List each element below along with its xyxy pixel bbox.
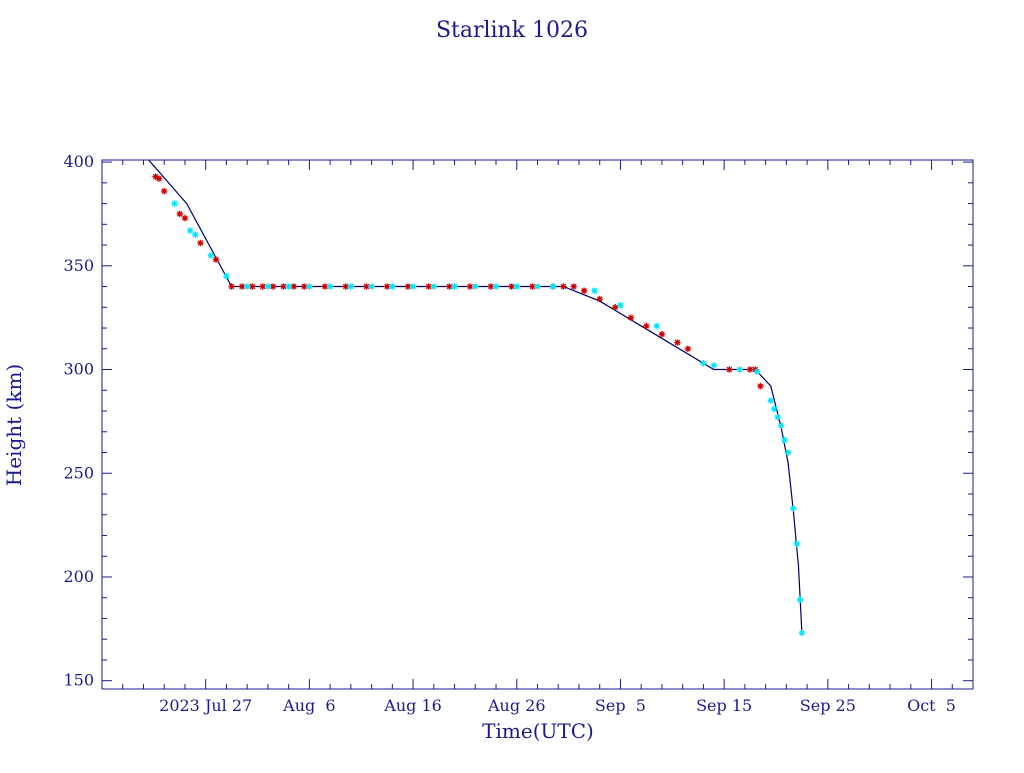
data-point-red [212, 256, 220, 263]
data-point-red [508, 283, 515, 290]
data-point-cyan [192, 231, 199, 238]
x-tick-label: 2023 Jul 27 [159, 696, 252, 715]
observation-markers [152, 173, 806, 637]
data-point-cyan [591, 287, 598, 294]
data-point-cyan [781, 436, 788, 444]
y-tick-label: 250 [63, 463, 94, 482]
data-point-cyan [326, 283, 334, 290]
data-point-red [580, 287, 588, 294]
y-tick-label: 150 [63, 671, 94, 690]
data-point-red [612, 304, 619, 311]
data-point-cyan [617, 302, 624, 309]
data-point-cyan [753, 368, 761, 375]
x-axis-label: Time(UTC) [482, 719, 594, 743]
y-tick-label: 200 [63, 567, 94, 586]
y-tick-label: 400 [63, 152, 94, 171]
data-point-red [466, 283, 474, 290]
data-point-cyan [798, 629, 806, 637]
data-point-cyan [513, 283, 520, 290]
data-point-cyan [285, 283, 292, 290]
data-point-cyan [243, 283, 251, 290]
x-tick-label: Aug 26 [487, 696, 546, 715]
data-point-cyan [409, 283, 417, 290]
axis-ticks [101, 160, 974, 689]
y-axis-label: Height (km) [2, 364, 26, 486]
data-point-red [176, 210, 183, 218]
data-point-cyan [472, 283, 479, 290]
data-point-red [570, 283, 577, 290]
data-point-cyan [767, 397, 775, 404]
data-point-red [658, 331, 666, 338]
data-point-cyan [451, 283, 458, 290]
data-point-cyan [736, 366, 743, 373]
data-point-cyan [430, 283, 438, 290]
data-point-red [560, 283, 567, 290]
axis-tick-labels: 150 200 250 300 350 400 2023 Jul 27 Aug 6 Aug 16… [63, 152, 956, 715]
data-point-cyan [492, 283, 500, 290]
data-point-red [181, 214, 189, 222]
x-tick-label: Sep 25 [800, 696, 856, 715]
data-point-red [161, 187, 168, 195]
data-point-cyan [347, 283, 355, 290]
data-point-cyan [777, 422, 785, 429]
x-tick-label: Sep 5 [595, 696, 646, 715]
data-point-cyan [790, 505, 797, 512]
y-tick-label: 300 [63, 360, 94, 379]
data-point-cyan [710, 362, 717, 369]
data-point-cyan [223, 272, 230, 280]
data-point-cyan [389, 283, 396, 290]
trajectory-line [148, 160, 803, 634]
data-point-cyan [784, 449, 792, 456]
data-point-cyan [653, 322, 660, 330]
data-point-cyan [534, 283, 541, 290]
x-tick-label: Oct 5 [907, 696, 956, 715]
data-point-cyan [700, 360, 707, 367]
x-tick-label: Aug 16 [383, 696, 442, 715]
trajectory-layer [148, 160, 803, 634]
data-point-cyan [171, 200, 178, 207]
plot-frame [101, 159, 974, 690]
data-point-cyan [796, 596, 804, 603]
data-point-cyan [306, 283, 313, 290]
data-point-red [643, 322, 650, 330]
data-point-red [757, 382, 764, 390]
data-point-red [627, 314, 635, 321]
chart-title: Starlink 1026 [436, 18, 588, 43]
data-point-red [596, 295, 603, 303]
data-point-cyan [207, 252, 215, 259]
data-point-red [197, 239, 204, 247]
data-point-cyan [264, 283, 272, 290]
data-point-cyan [793, 540, 800, 547]
data-point-red [228, 283, 235, 290]
data-point-red [674, 339, 681, 346]
data-point-red [684, 345, 692, 352]
data-point-red [238, 283, 246, 290]
x-tick-label: Aug 6 [282, 696, 335, 715]
data-point-cyan [186, 227, 194, 234]
data-point-red [155, 175, 163, 182]
data-point-red [726, 366, 733, 373]
data-point-cyan [549, 283, 557, 290]
x-tick-label: Sep 15 [696, 696, 752, 715]
data-point-cyan [774, 414, 781, 421]
data-point-cyan [771, 405, 778, 413]
data-point-cyan [368, 283, 375, 290]
y-tick-label: 350 [63, 256, 94, 275]
